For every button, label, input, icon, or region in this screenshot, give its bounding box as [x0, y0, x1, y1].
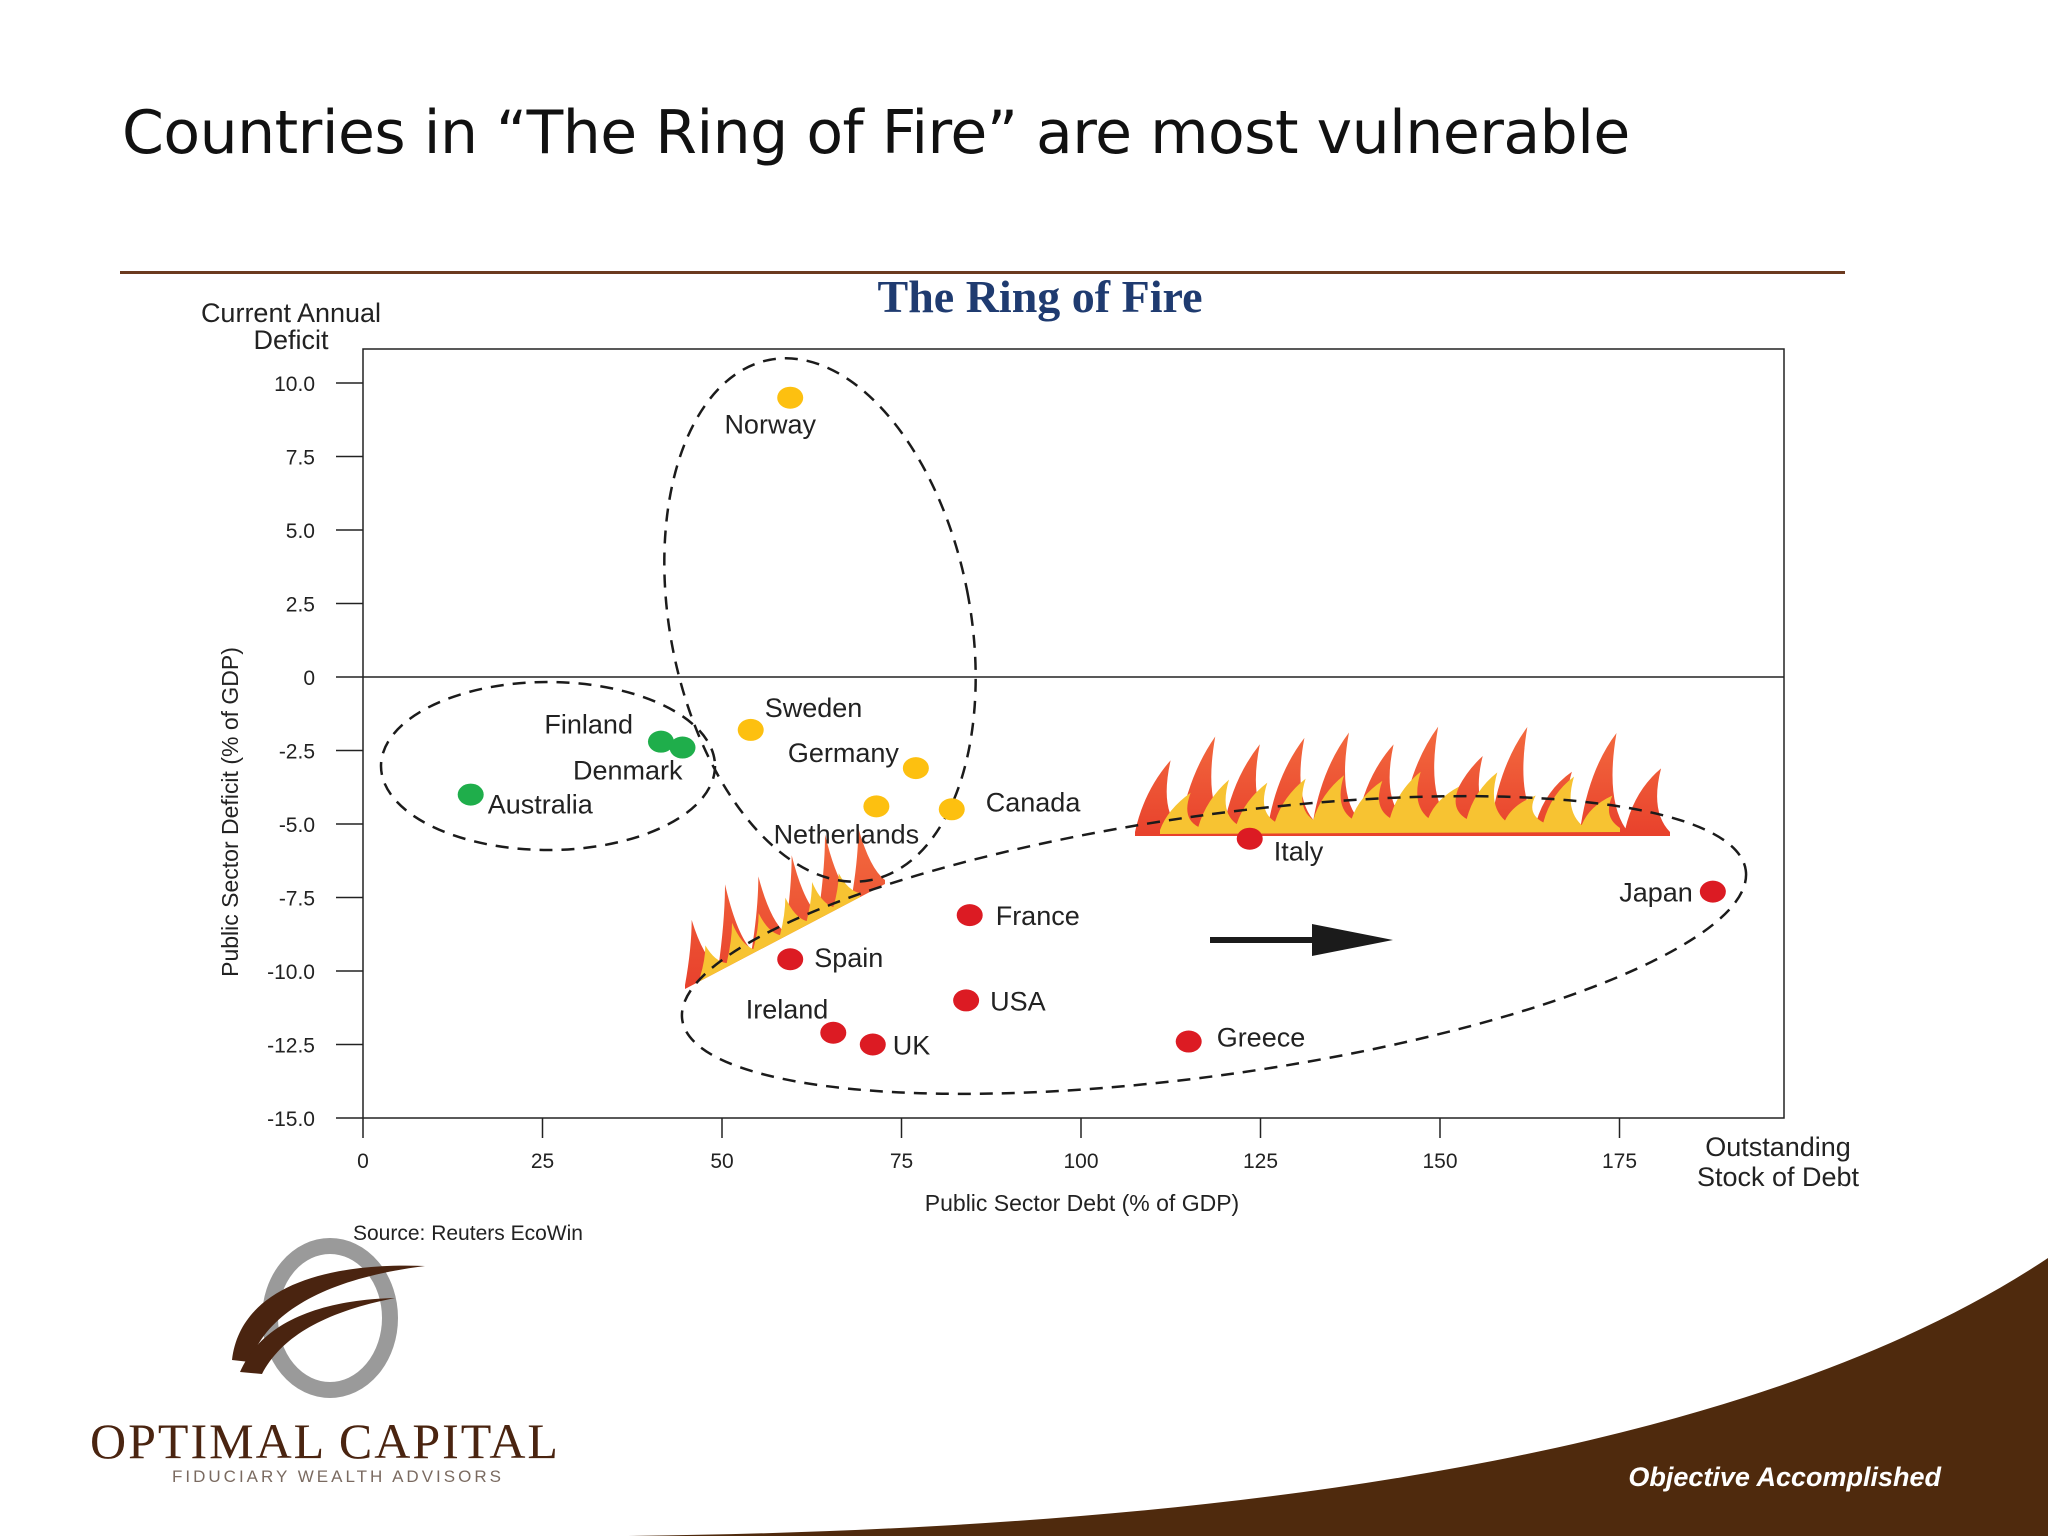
label-canada: Canada: [986, 787, 1082, 817]
ellipse-red-group: [680, 794, 1748, 1096]
slide-title: Countries in “The Ring of Fire” are most…: [122, 98, 1630, 168]
point-norway: [777, 386, 804, 409]
axes: 10.0 7.5 5.0 2.5 0 -2.5 -5.0 -7.5 -10.0 -12.5 -15.…: [267, 373, 1784, 1173]
label-usa: USA: [990, 986, 1046, 1016]
flame-right-core: [1160, 771, 1620, 834]
label-norway: Norway: [724, 410, 816, 440]
ellipse-green-group: [379, 680, 717, 852]
point-canada: [938, 798, 965, 821]
point-netherlands: [863, 795, 890, 818]
group-ellipses: [379, 357, 1748, 1096]
label-japan: Japan: [1619, 878, 1693, 908]
point-ireland: [820, 1021, 847, 1044]
flames: [685, 726, 1670, 989]
data-points: Finland Denmark Australia Norway Sweden Germa…: [457, 386, 1726, 1061]
point-france: [956, 904, 983, 927]
label-greece: Greece: [1217, 1023, 1306, 1053]
label-france: France: [996, 901, 1080, 931]
point-finland: [647, 730, 674, 753]
x-tick-label: 175: [1602, 1150, 1637, 1173]
tagline: Objective Accomplished: [1628, 1462, 1941, 1492]
label-uk: UK: [893, 1031, 931, 1061]
x-tick-label: 75: [890, 1150, 913, 1173]
point-spain: [777, 948, 804, 971]
y-tick-label: -5.0: [279, 814, 315, 837]
label-italy: Italy: [1274, 837, 1324, 867]
logo-mark: [232, 1238, 425, 1398]
chart-title: The Ring of Fire: [878, 271, 1203, 322]
point-uk: [859, 1033, 886, 1056]
label-ireland: Ireland: [746, 995, 829, 1025]
point-germany: [902, 757, 929, 780]
y-tick-label: 10.0: [274, 373, 315, 396]
label-denmark: Denmark: [573, 756, 683, 786]
x-caption-line2: Stock of Debt: [1697, 1162, 1860, 1192]
x-tick-label: 25: [531, 1150, 554, 1173]
x-axis-label: Public Sector Debt (% of GDP): [925, 1190, 1239, 1216]
x-tick-label: 125: [1243, 1150, 1278, 1173]
ellipse-yellow-group: [663, 357, 977, 883]
x-tick-label: 50: [710, 1150, 733, 1173]
point-greece: [1175, 1030, 1202, 1053]
y-caption-line2: Deficit: [253, 325, 329, 355]
title-divider: [120, 271, 1845, 274]
label-sweden: Sweden: [765, 693, 863, 723]
logo-subtitle: FIDUCIARY WEALTH ADVISORS: [172, 1467, 504, 1486]
point-sweden: [737, 718, 764, 741]
x-caption-line1: Outstanding: [1705, 1132, 1851, 1162]
logo-name: OPTIMAL CAPITAL: [90, 1413, 560, 1469]
point-usa: [953, 989, 980, 1012]
label-germany: Germany: [788, 738, 900, 768]
label-netherlands: Netherlands: [774, 819, 920, 849]
point-italy: [1236, 827, 1263, 850]
point-denmark: [669, 736, 696, 759]
y-tick-label: -7.5: [279, 888, 315, 911]
y-axis-label: Public Sector Deficit (% of GDP): [217, 647, 243, 977]
arrow: [1210, 924, 1393, 956]
x-tick-label: 150: [1422, 1150, 1457, 1173]
y-tick-label: -12.5: [267, 1035, 315, 1058]
y-tick-label: 2.5: [286, 594, 315, 617]
x-tick-label: 0: [357, 1150, 369, 1173]
flame-left-core: [700, 873, 860, 982]
y-tick-label: 0: [303, 667, 315, 690]
plot-frame: [362, 348, 1785, 1119]
point-japan: [1699, 880, 1726, 903]
x-tick-label: 100: [1063, 1150, 1098, 1173]
y-tick-label: -2.5: [279, 741, 315, 764]
y-tick-label: 7.5: [286, 447, 315, 470]
y-tick-label: 5.0: [286, 520, 315, 543]
label-finland: Finland: [544, 710, 633, 740]
label-australia: Australia: [488, 790, 594, 820]
label-spain: Spain: [814, 943, 883, 973]
y-tick-label: -10.0: [267, 961, 315, 984]
y-caption-line1: Current Annual: [201, 298, 381, 328]
point-australia: [457, 783, 484, 806]
y-tick-label: -15.0: [267, 1108, 315, 1131]
source-note: Source: Reuters EcoWin: [353, 1222, 583, 1245]
